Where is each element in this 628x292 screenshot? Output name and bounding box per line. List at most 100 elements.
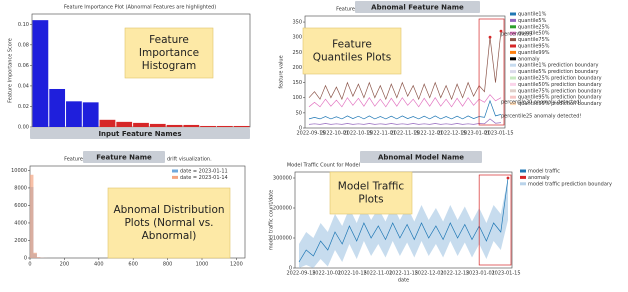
bar (116, 121, 133, 127)
x-tick-label: 1200 (230, 262, 243, 268)
y-tick-label: 250 (292, 50, 302, 56)
y-tick-label: 0.06 (18, 63, 29, 69)
legend-label: quantile50% prediction boundary (518, 82, 602, 88)
series-line (308, 94, 502, 108)
panel-title: Model Traffic Count for Model (287, 163, 360, 169)
x-tick-label: 2023-01-01 (461, 131, 490, 137)
callout (124, 27, 214, 79)
x-tick-label: 2022-10-15 (338, 271, 367, 277)
callout-label: Plots (358, 194, 383, 206)
x-tick-label: 2023-01-15 (484, 131, 513, 137)
bar (166, 124, 183, 127)
legend-swatch (510, 95, 516, 99)
x-tick-label: 2022-10-01 (320, 131, 349, 137)
legend-swatch (510, 12, 516, 16)
legend-label: quantile95% prediction boundary (518, 95, 602, 101)
legend-label: quantile1% prediction boundary (518, 63, 598, 69)
annotation: percentile30 anomaly detected! (501, 100, 581, 106)
legend-swatch (510, 76, 516, 80)
series-line (308, 31, 502, 101)
legend-label: quantile1% (518, 12, 547, 18)
legend-label: date = 2023-01-14 (180, 175, 228, 181)
y-tick-label: 2000 (14, 238, 27, 244)
callout (107, 187, 231, 259)
x-tick-label: 2022-09-15 (286, 271, 315, 277)
x-axis-label: date (398, 278, 409, 284)
banner-label: Feature Name (96, 154, 152, 162)
y-tick-label: 200 (292, 65, 302, 71)
x-tick-label: 800 (163, 262, 173, 268)
x-tick-label: 2023-01-15 (491, 271, 520, 277)
x-tick-label: 0 (28, 262, 31, 268)
y-tick-label: 6000 (14, 203, 27, 209)
series-line (308, 118, 502, 125)
y-tick-label: 300000 (273, 176, 292, 182)
legend-swatch (510, 57, 516, 61)
bar (32, 20, 49, 128)
bar (66, 101, 82, 127)
bar (49, 88, 66, 127)
x-tick-label: 2022-11-01 (367, 131, 396, 137)
x-tick-label: 2022-11-15 (390, 131, 419, 137)
legend-swatch (510, 38, 516, 42)
legend-label: anomaly (518, 56, 540, 62)
x-tick-label: 2022-12-15 (440, 271, 469, 277)
y-axis-label: model traffic count/date (269, 190, 275, 250)
legend-label: quantile75% (518, 37, 550, 43)
legend-label: quantile95% (518, 44, 550, 50)
legend-swatch (510, 25, 516, 29)
banner (30, 128, 250, 139)
legend-swatch (520, 175, 526, 179)
legend-label: quantile25% prediction boundary (518, 76, 602, 82)
callout-label: Feature (332, 39, 372, 51)
x-tick-label: 2022-12-15 (437, 131, 466, 137)
series-line (308, 99, 502, 120)
x-tick-label: 2022-12-01 (414, 131, 443, 137)
banner-label: Abnomal Model Name (378, 154, 464, 162)
legend-label: quantile50% (518, 31, 550, 37)
legend-label: model traffic prediction boundary (528, 181, 612, 187)
y-tick-label: 0.08 (18, 42, 29, 48)
annotation: percentile99 (501, 32, 532, 38)
y-tick-label: 0.04 (18, 83, 29, 89)
hist-bar (33, 252, 37, 258)
y-tick-label: 0.00 (18, 125, 29, 131)
legend-swatch (520, 169, 526, 173)
legend-swatch (510, 18, 516, 22)
legend-label: quantile25% (518, 24, 550, 30)
banner-label: Input Feature Names (98, 130, 181, 138)
banner (83, 151, 165, 163)
bar (216, 125, 233, 127)
y-tick-label: 50 (296, 110, 302, 116)
callout-label: Feature (149, 34, 189, 46)
y-axis-label: Feature Importance Score (8, 38, 14, 103)
y-tick-label: 300 (292, 35, 302, 41)
legend-swatch (510, 70, 516, 74)
legend-swatch (510, 89, 516, 93)
panel-title: Feature Importance Plot (Abnormal Featur… (64, 5, 216, 11)
callout (329, 171, 413, 215)
banner-label: Abnomal Feature Name (371, 4, 464, 12)
x-tick-label: 2022-10-15 (343, 131, 372, 137)
bar (82, 102, 99, 127)
anomaly-point (499, 29, 503, 33)
legend-swatch (510, 31, 516, 35)
y-axis-label: feature value (279, 55, 285, 88)
panel-title: Feature (64, 157, 83, 163)
y-tick-label: 150 (292, 80, 302, 86)
anomaly-highlight (478, 174, 512, 266)
y-tick-label: 8000 (14, 185, 27, 191)
legend-swatch (510, 82, 516, 86)
y-tick-label: 10000 (11, 168, 27, 174)
x-tick-label: 2022-09-15 (296, 131, 325, 137)
callout-label: Abnormal) (142, 230, 197, 242)
bar (149, 123, 166, 127)
legend-label: quantile99% (518, 50, 550, 56)
x-tick-label: 400 (94, 262, 104, 268)
legend-label: quantile5% prediction boundary (518, 69, 598, 75)
callout-label: Abnomal Distribution (113, 204, 224, 216)
callout-label: Histogram (142, 60, 196, 72)
legend-swatch (520, 182, 526, 186)
x-tick-label: 2022-12-01 (415, 271, 444, 277)
